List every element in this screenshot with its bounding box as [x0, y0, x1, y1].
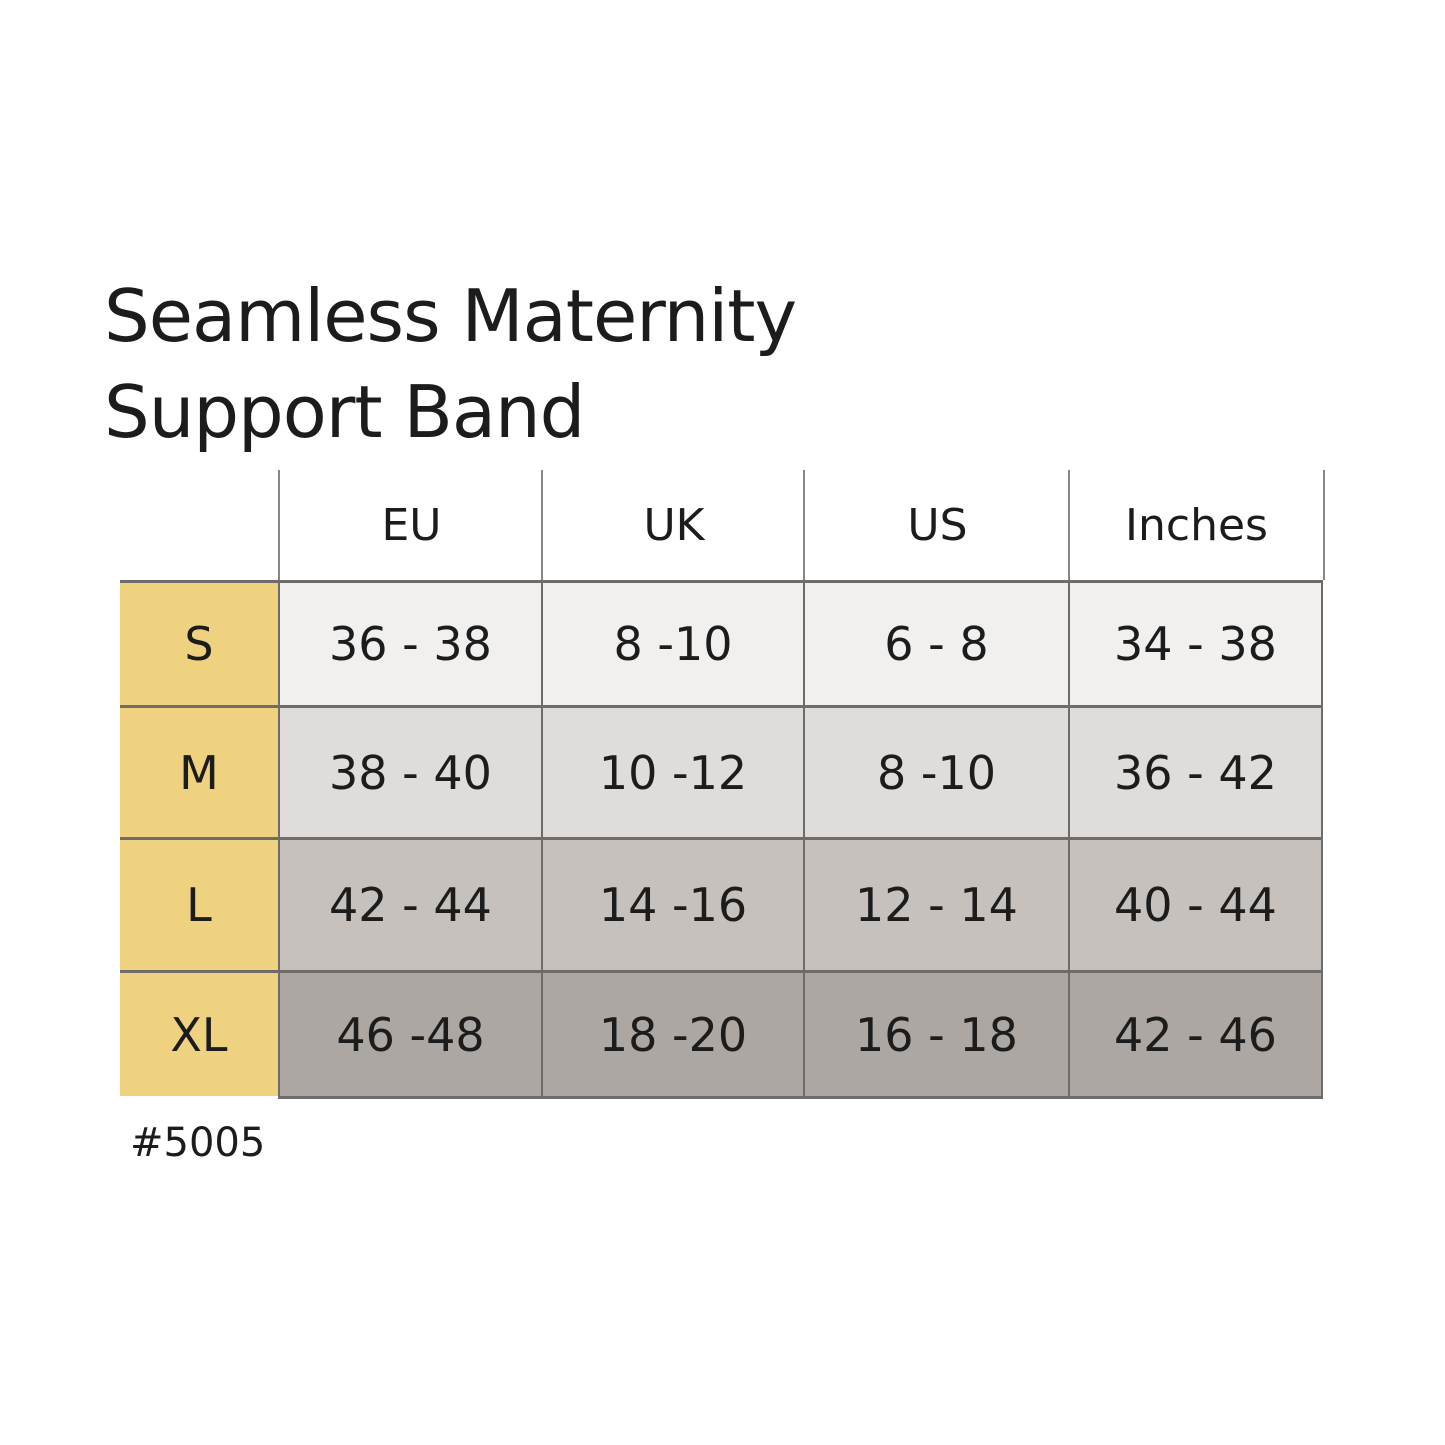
size-label: XL — [120, 970, 278, 1096]
column-header-eu: EU — [278, 470, 543, 580]
title-line-2: Support Band — [104, 370, 585, 454]
column-header-inches: Inches — [1068, 470, 1325, 580]
table-cell: 34 - 38 — [1068, 580, 1323, 705]
table-cell: 46 -48 — [278, 970, 541, 1099]
size-label: L — [120, 837, 278, 970]
product-code: #5005 — [130, 1120, 266, 1166]
column-header-us: US — [803, 470, 1070, 580]
table-cell: 38 - 40 — [278, 705, 541, 837]
table-cell: 8 -10 — [541, 580, 803, 705]
table-cell: 42 - 46 — [1068, 970, 1323, 1099]
size-label: M — [120, 705, 278, 837]
table-cell: 18 -20 — [541, 970, 803, 1099]
title-line-1: Seamless Maternity — [104, 274, 797, 358]
table-cell: 42 - 44 — [278, 837, 541, 970]
table-cell: 10 -12 — [541, 705, 803, 837]
table-cell: 16 - 18 — [803, 970, 1068, 1099]
table-cell: 8 -10 — [803, 705, 1068, 837]
table-cell: 36 - 42 — [1068, 705, 1323, 837]
size-label: S — [120, 580, 278, 705]
table-cell: 40 - 44 — [1068, 837, 1323, 970]
table-cell: 6 - 8 — [803, 580, 1068, 705]
table-cell: 12 - 14 — [803, 837, 1068, 970]
column-header-uk: UK — [541, 470, 805, 580]
table-cell: 14 -16 — [541, 837, 803, 970]
table-cell: 36 - 38 — [278, 580, 541, 705]
page-title: Seamless Maternity Support Band — [104, 268, 797, 460]
